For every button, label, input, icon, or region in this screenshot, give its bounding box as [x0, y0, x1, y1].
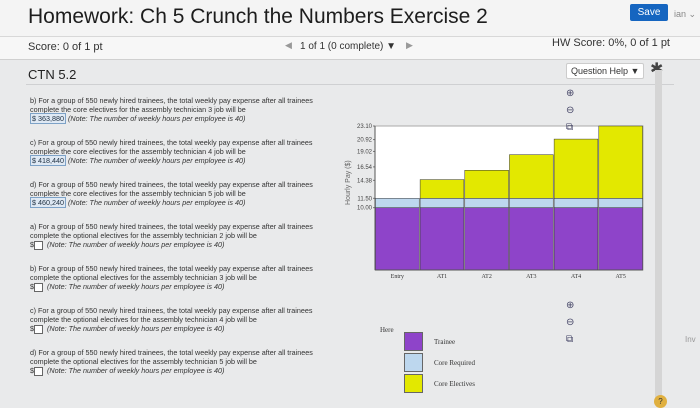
zoom-in-icon[interactable]: ⊕	[566, 88, 575, 99]
y-tick-label: 20.92	[357, 138, 373, 144]
bar-core-required-at1	[419, 198, 465, 208]
legend-label-core-required: Core Required	[434, 359, 476, 367]
answer-field[interactable]: $ 363,880	[30, 113, 66, 125]
bar-core-electives-at4	[553, 138, 599, 199]
question-b-optional: b) For a group of 550 newly hired traine…	[30, 264, 313, 292]
problem-title: CTN 5.2	[28, 67, 77, 82]
zoom-out-icon[interactable]: ⊖	[566, 317, 575, 328]
answer-input[interactable]	[34, 325, 43, 334]
zoom-out-icon[interactable]: ⊖	[566, 105, 575, 116]
zoom-in-icon[interactable]: ⊕	[566, 300, 575, 311]
answer-field[interactable]: $ 418,440	[30, 155, 66, 167]
bar-trainee-entry	[375, 207, 420, 271]
bar-core-required-at2	[464, 198, 509, 208]
question-a-optional: a) For a group of 550 newly hired traine…	[30, 222, 313, 250]
x-tick-label: AT1	[437, 274, 447, 280]
y-tick-label: 10.00	[357, 206, 373, 212]
y-tick-label: 19.02	[357, 149, 373, 155]
question-help-button[interactable]: Question Help ▼	[566, 63, 645, 79]
bar-trainee-at5	[598, 207, 643, 271]
help-icon[interactable]: ?	[654, 395, 667, 408]
question-d-core: d) For a group of 550 newly hired traine…	[30, 180, 313, 209]
answer-input[interactable]	[34, 367, 43, 376]
answer-input[interactable]	[34, 283, 43, 292]
legend-swatch-core-electives	[404, 374, 423, 393]
question-d-optional: d) For a group of 550 newly hired traine…	[30, 348, 313, 376]
header-bar	[0, 0, 700, 36]
score-row	[0, 36, 700, 60]
save-button[interactable]: Save	[630, 4, 668, 21]
bar-trainee-at4	[553, 207, 599, 271]
x-tick-label: AT4	[571, 274, 581, 280]
prev-question-icon[interactable]: ◀	[285, 40, 292, 50]
legend-swatch-core-required	[404, 353, 423, 372]
x-tick-label: Entry	[391, 274, 404, 280]
score-text: Score: 0 of 1 pt	[28, 41, 103, 53]
y-tick-label: 11.50	[357, 196, 372, 202]
bar-core-required-at4	[553, 198, 599, 208]
y-tick-label: 23.10	[357, 124, 373, 130]
bar-trainee-at2	[464, 207, 509, 271]
bar-core-electives-at2	[464, 170, 509, 199]
next-question-icon[interactable]: ▶	[406, 40, 413, 50]
bar-trainee-at1	[419, 207, 465, 271]
legend-header: Here	[380, 326, 394, 334]
y-tick-label: 14.38	[357, 178, 373, 184]
bar-core-required-at3	[509, 198, 554, 208]
question-c-optional: c) For a group of 550 newly hired traine…	[30, 306, 313, 334]
x-tick-label: AT3	[526, 274, 536, 280]
popout-icon[interactable]: ⧉	[566, 122, 574, 133]
scrollbar[interactable]	[655, 70, 662, 400]
question-b-core: b) For a group of 550 newly hired traine…	[30, 96, 313, 125]
bar-core-electives-at1	[419, 179, 465, 199]
legend-swatch-trainee	[404, 332, 423, 351]
legend-label-core-electives: Core Electives	[434, 380, 476, 388]
hw-score: HW Score: 0%, 0 of 1 pt	[552, 37, 670, 49]
divider	[26, 84, 674, 85]
question-pager[interactable]: 1 of 1 (0 complete) ▼	[300, 41, 397, 52]
x-tick-label: AT2	[481, 274, 491, 280]
stacked-bar-chart: 23.10 20.92 19.02 16.54 14.38 11.50 10.00 Entry…	[357, 124, 644, 280]
bar-core-electives-at5	[598, 125, 643, 199]
page-title: Homework: Ch 5 Crunch the Numbers Exerci…	[28, 5, 488, 28]
answer-field[interactable]: $ 460,240	[30, 197, 66, 209]
legend-label-trainee: Trainee	[434, 338, 456, 346]
bar-core-electives-at3	[509, 154, 554, 199]
x-tick-label: AT5	[615, 274, 625, 280]
bar-core-required-entry	[375, 198, 420, 208]
popout-icon[interactable]: ⧉	[566, 334, 574, 345]
y-tick-label: 16.54	[357, 165, 373, 171]
bar-trainee-at3	[509, 207, 554, 271]
answer-input[interactable]	[34, 241, 43, 250]
user-menu[interactable]: ian ⌄	[674, 9, 697, 19]
bar-core-required-at5	[598, 198, 643, 208]
question-c-core: c) For a group of 550 newly hired traine…	[30, 138, 313, 167]
cutoff-text: Inv	[685, 335, 696, 344]
